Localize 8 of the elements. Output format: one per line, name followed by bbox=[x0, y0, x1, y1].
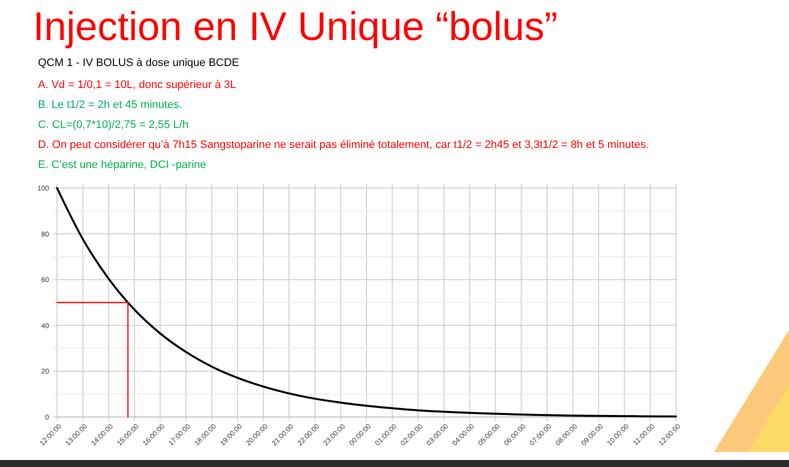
text: A. Vd = 1/0,1 = 10L, donc supérieur à 3L bbox=[38, 79, 236, 91]
text: E. C’est une héparine, DCI -parine bbox=[38, 159, 206, 171]
text: C. CL=(0,7*10)/2,75 = 2,55 L/h bbox=[38, 119, 188, 131]
text: D. On peut considérer qu’à 7h15 Sangstoparine ne serait pas éliminé totalement, car t1/2 = 2h45 et 3,3t1/2 = 8h et 5 minutes. bbox=[38, 139, 649, 151]
chart-title: Injection en IV Unique “bolus” bbox=[33, 5, 558, 49]
chart-subtitle: QCM 1 - IV BOLUS à dose unique BCDE bbox=[38, 57, 240, 69]
text: B. Le t1/2 = 2h et 45 minutes. bbox=[38, 99, 182, 111]
line-series bbox=[56, 187, 677, 418]
